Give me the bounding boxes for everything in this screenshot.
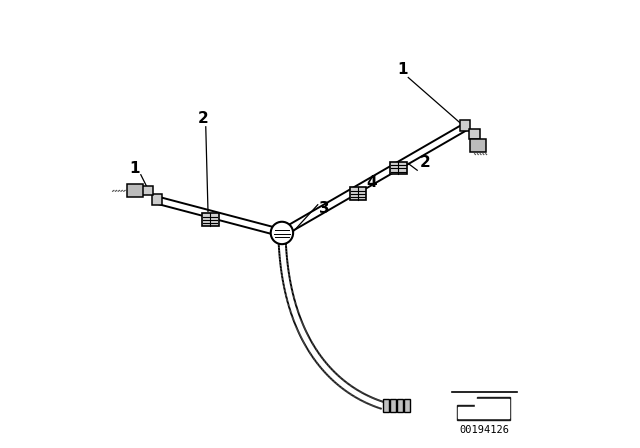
Bar [127, 184, 143, 197]
Bar [141, 186, 153, 195]
Bar [404, 399, 410, 412]
Polygon shape [457, 397, 511, 420]
Text: 1: 1 [397, 62, 408, 77]
Bar [470, 139, 486, 152]
Polygon shape [458, 399, 509, 418]
Text: 2: 2 [420, 155, 431, 170]
Bar [383, 399, 388, 412]
Bar [460, 120, 470, 131]
Text: 1: 1 [129, 160, 140, 176]
Text: 3: 3 [319, 201, 330, 216]
Text: 4: 4 [366, 175, 377, 190]
Bar [350, 187, 366, 200]
Bar [397, 399, 403, 412]
Circle shape [271, 222, 293, 244]
Text: 00194126: 00194126 [460, 425, 509, 435]
Bar [152, 194, 162, 205]
Bar [202, 213, 219, 226]
Bar [390, 399, 396, 412]
Bar [390, 162, 407, 174]
Bar [468, 129, 480, 139]
Text: 2: 2 [198, 111, 209, 126]
